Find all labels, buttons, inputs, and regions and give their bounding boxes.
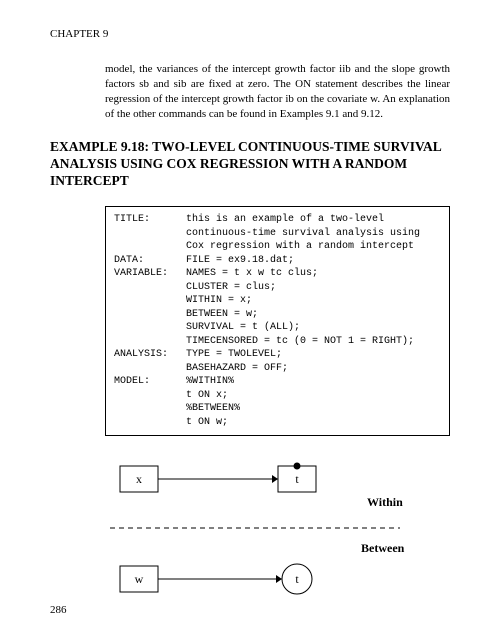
code-title-line-2: Cox regression with a random intercept [186, 241, 414, 252]
arrowhead-x-t [272, 475, 278, 483]
code-label-model: MODEL: [114, 375, 186, 389]
intro-paragraph: model, the variances of the intercept gr… [105, 62, 450, 121]
code-var-line-2: WITHIN = x; [186, 295, 252, 306]
within-dot [294, 463, 301, 470]
code-title-line-1: continuous-time survival analysis using [186, 228, 420, 239]
code-var-line-4: SURVIVAL = t (ALL); [186, 322, 300, 333]
code-var-line-1: CLUSTER = clus; [186, 282, 276, 293]
chapter-label: CHAPTER 9 [50, 28, 450, 40]
node-x-label: x [136, 472, 142, 486]
code-label-data: DATA: [114, 254, 186, 268]
code-mod-line-0: %WITHIN% [186, 376, 234, 387]
code-mod-line-3: t ON w; [186, 417, 228, 428]
code-var-line-0: NAMES = t x w tc clus; [186, 268, 318, 279]
code-label-variable: VARIABLE: [114, 267, 186, 281]
code-mod-line-1: t ON x; [186, 390, 228, 401]
code-label-title: TITLE: [114, 213, 186, 227]
code-block: TITLE:this is an example of a two-level … [105, 206, 450, 436]
code-mod-line-2: %BETWEEN% [186, 403, 240, 414]
code-title-line-0: this is an example of a two-level [186, 214, 384, 225]
diagram: x t Within Between w t [105, 456, 405, 616]
within-label: Within [367, 495, 403, 509]
code-data-line: FILE = ex9.18.dat; [186, 255, 294, 266]
between-label: Between [361, 541, 405, 555]
page-number: 286 [50, 604, 67, 616]
code-var-line-5: TIMECENSORED = tc (0 = NOT 1 = RIGHT); [186, 336, 414, 347]
code-ana-line-1: BASEHAZARD = OFF; [186, 363, 288, 374]
example-heading: EXAMPLE 9.18: TWO-LEVEL CONTINUOUS-TIME … [50, 139, 450, 190]
code-var-line-3: BETWEEN = w; [186, 309, 258, 320]
code-label-analysis: ANALYSIS: [114, 348, 186, 362]
node-w-label: w [135, 572, 144, 586]
arrowhead-w-t [276, 575, 282, 583]
code-ana-line-0: TYPE = TWOLEVEL; [186, 349, 282, 360]
